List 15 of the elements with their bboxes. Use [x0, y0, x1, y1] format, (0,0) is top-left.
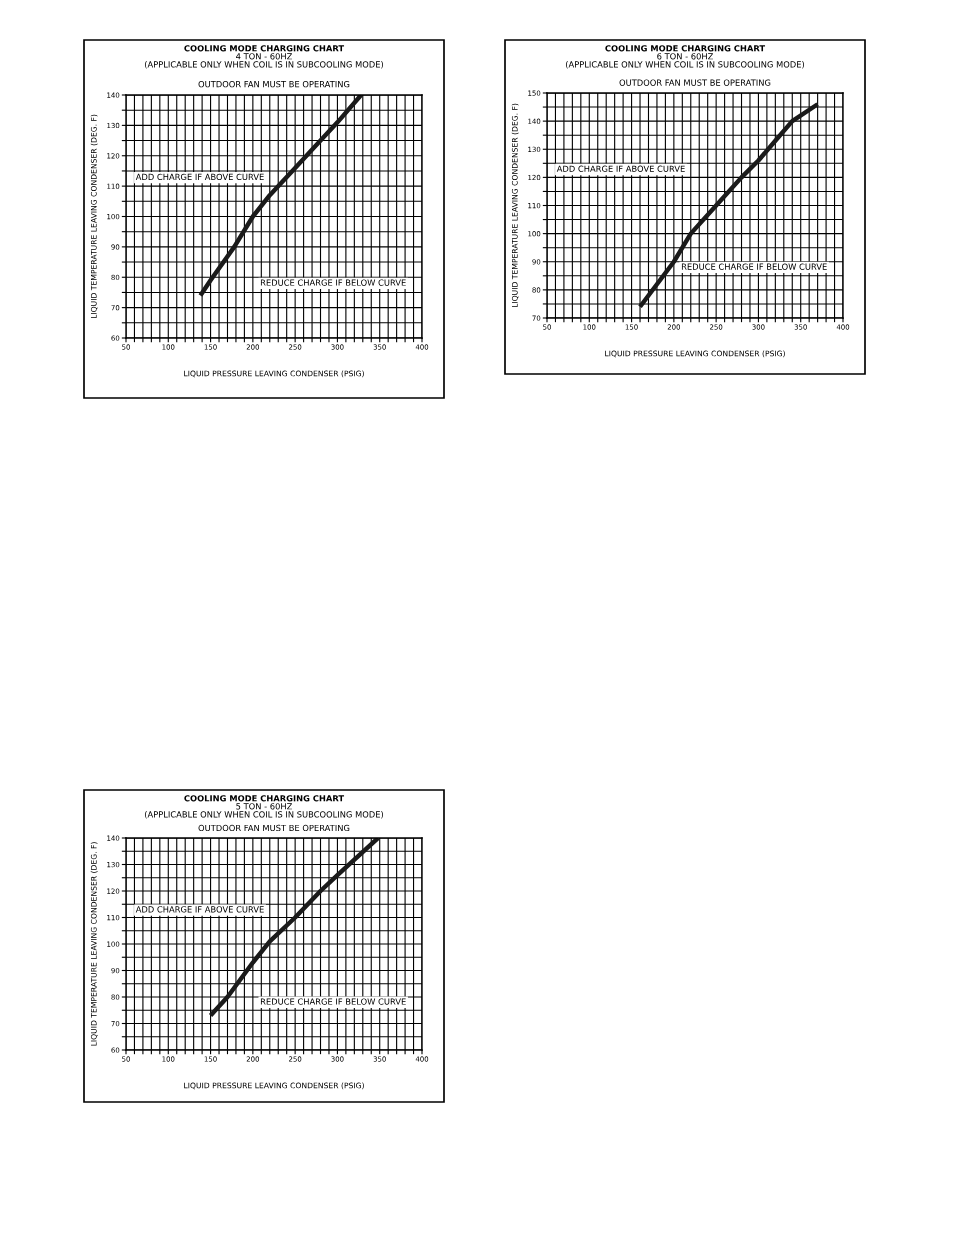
chart-subtitle: 5 TON - 60HZ (APPLICABLE ONLY WHEN COIL IS IN SUBCOOLING MODE)	[144, 803, 384, 819]
annotation: ADD CHARGE IF ABOVE CURVE	[135, 173, 264, 181]
text: OUTDOOR FAN MUST BE OPERATING	[198, 81, 350, 88]
annotation: REDUCE CHARGE IF BELOW CURVE	[260, 998, 406, 1005]
annotation: ADD CHARGE IF ABOVE CURVE	[556, 165, 685, 172]
text: OUTDOOR FAN MUST BE OPERATING	[198, 824, 350, 832]
text: OUTDOOR FAN MUST BE OPERATING	[619, 79, 771, 86]
chart-subtitle: 4 TON - 60HZ (APPLICABLE ONLY WHEN COIL IS IN SUBCOOLING MODE)	[144, 53, 384, 69]
chart-title: COOLING MODE CHARGING CHART	[184, 795, 345, 802]
chart-title: COOLING MODE CHARGING CHART	[184, 45, 345, 52]
chart-title: COOLING MODE CHARGING CHART	[605, 45, 766, 52]
chart-subtitle: 6 TON - 60HZ (APPLICABLE ONLY WHEN COIL IS IN SUBCOOLING MODE)	[565, 53, 805, 69]
annotation: REDUCE CHARGE IF BELOW CURVE	[681, 263, 827, 270]
annotation: ADD CHARGE IF ABOVE CURVE	[135, 906, 264, 913]
annotation: REDUCE CHARGE IF BELOW CURVE	[260, 279, 406, 286]
